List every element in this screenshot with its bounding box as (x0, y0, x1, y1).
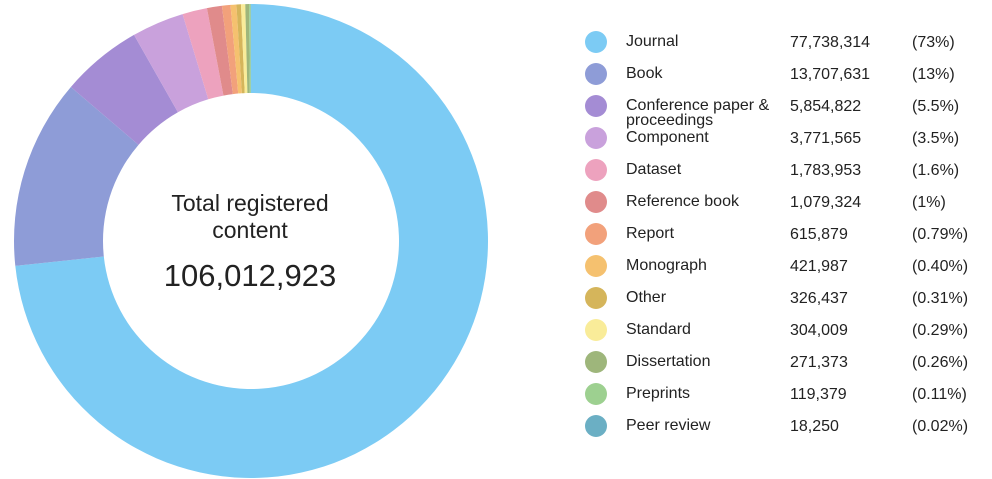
legend-label: Conference paper & proceedings (626, 97, 770, 129)
legend-row: Component 3,771,565 (3.5%) (585, 127, 982, 162)
legend-label: Monograph (626, 257, 707, 274)
percentage-label: (0.29%) (912, 322, 969, 339)
legend-label: Other (626, 289, 667, 306)
percentage-label: (0.31%) (912, 290, 969, 307)
legend-label: Journal (626, 33, 679, 50)
center-total: 106,012,923 (163, 258, 337, 293)
center-title: Total registered content (171, 190, 329, 243)
donut-slice (133, 14, 209, 113)
value-label: 304,009 (790, 322, 848, 339)
donut-slice (240, 4, 248, 94)
legend-marker (585, 63, 607, 85)
legend-marker (585, 223, 607, 245)
legend-row: Report 615,879 (0.79%) (585, 223, 982, 258)
percentage-label: (1.6%) (912, 162, 960, 179)
legend-marker (585, 159, 607, 181)
donut-slice (14, 86, 139, 266)
donut-slice (15, 4, 488, 478)
legend-label: Peer review (626, 417, 711, 434)
percentage-label: (3.5%) (912, 130, 960, 147)
legend-marker (585, 415, 607, 437)
legend-label: Dissertation (626, 353, 711, 370)
donut-slice (182, 8, 224, 100)
legend-label: Dataset (626, 161, 682, 178)
percentage-label: (0.11%) (912, 386, 967, 403)
donut-chart (14, 4, 488, 478)
value-label: 18,250 (790, 418, 839, 435)
legend-marker (585, 255, 607, 277)
donut-slice (221, 4, 239, 95)
legend-label: Preprints (626, 385, 691, 402)
legend-label: Reference book (626, 193, 739, 210)
donut-slice (70, 34, 178, 145)
value-label: 326,437 (790, 290, 848, 307)
donut-slice (245, 4, 250, 94)
legend-row: Journal 77,738,314 (73%) (585, 31, 982, 66)
value-label: 1,783,953 (790, 162, 862, 179)
value-label: 13,707,631 (790, 66, 871, 83)
legend-label: Component (626, 129, 709, 146)
legend-row: Preprints 119,379 (0.11%) (585, 383, 982, 418)
legend-label: Standard (626, 321, 691, 338)
legend-row: Dissertation 271,373 (0.26%) (585, 351, 982, 386)
percentage-label: (0.79%) (912, 226, 969, 243)
legend-row: Dataset 1,783,953 (1.6%) (585, 159, 982, 194)
legend-row: Conference paper & proceedings 5,854,822 (… (585, 95, 982, 130)
percentage-label: (73%) (912, 34, 955, 51)
legend-row: Book 13,707,631 (13%) (585, 63, 982, 98)
value-label: 615,879 (790, 226, 848, 243)
percentage-label: (0.26%) (912, 354, 969, 371)
value-label: 421,987 (790, 258, 848, 275)
donut-slice (249, 4, 251, 94)
legend-marker (585, 95, 607, 117)
legend-row: Reference book 1,079,324 (1%) (585, 191, 982, 226)
donut-slice (230, 4, 242, 94)
donut-slice (206, 5, 233, 96)
legend-row: Other 326,437 (0.31%) (585, 287, 982, 322)
legend: Journal 77,738,314 (73%) Book 13,707,631 (13%… (585, 31, 982, 450)
legend-marker (585, 287, 607, 309)
legend-row: Peer review 18,250 (0.02%) (585, 415, 982, 450)
legend-marker (585, 191, 607, 213)
legend-marker (585, 31, 607, 53)
legend-marker (585, 351, 607, 373)
legend-row: Standard 304,009 (0.29%) (585, 319, 982, 354)
percentage-label: (5.5%) (912, 98, 960, 115)
legend-label: Report (626, 225, 675, 242)
value-label: 3,771,565 (790, 130, 862, 147)
value-label: 119,379 (790, 386, 847, 403)
center-label: Total registered content 106,012,923 (130, 190, 370, 294)
value-label: 77,738,314 (790, 34, 871, 51)
value-label: 1,079,324 (790, 194, 862, 211)
legend-label: Book (626, 65, 663, 82)
legend-marker (585, 383, 607, 405)
value-label: 5,854,822 (790, 98, 862, 115)
percentage-label: (1%) (912, 194, 946, 211)
legend-row: Monograph 421,987 (0.40%) (585, 255, 982, 290)
value-label: 271,373 (790, 354, 848, 371)
legend-marker (585, 319, 607, 341)
percentage-label: (0.02%) (912, 418, 969, 435)
legend-marker (585, 127, 607, 149)
percentage-label: (0.40%) (912, 258, 969, 275)
donut-slice (236, 4, 245, 94)
percentage-label: (13%) (912, 66, 955, 83)
